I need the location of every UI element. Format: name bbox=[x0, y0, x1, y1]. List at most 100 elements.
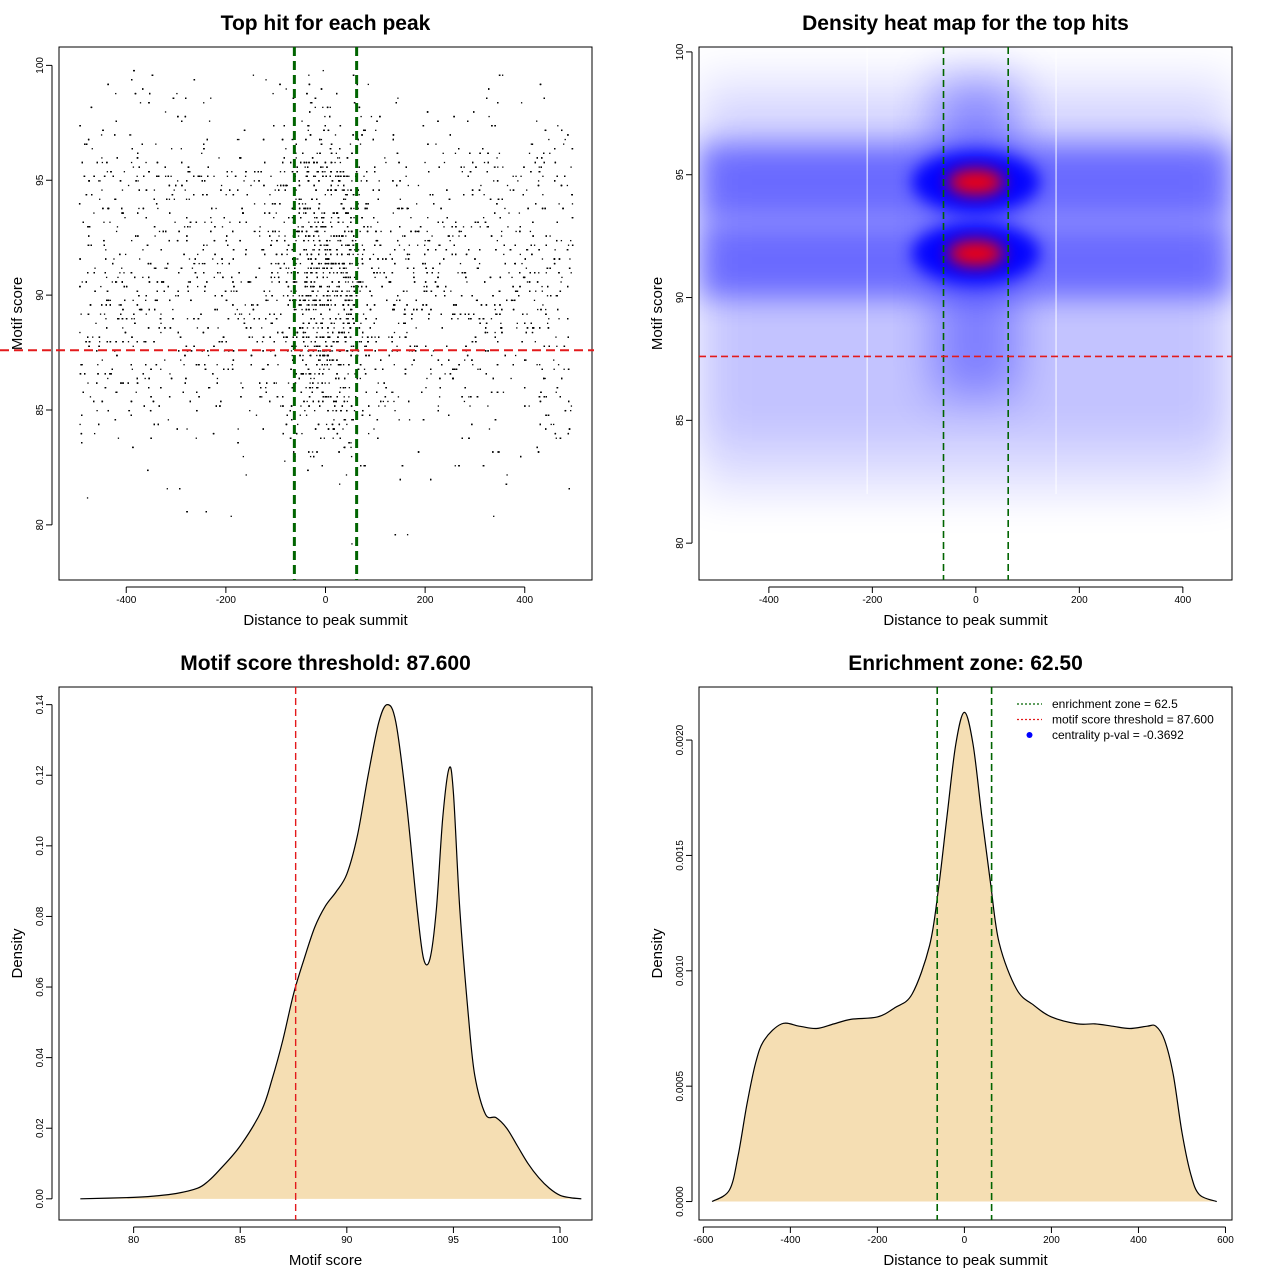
y-tick-label: 95 bbox=[35, 174, 46, 186]
scatter-point bbox=[327, 396, 329, 398]
scatter-point bbox=[402, 207, 404, 210]
scatter-point bbox=[525, 267, 528, 269]
scatter-point bbox=[345, 235, 347, 237]
scatter-point bbox=[121, 267, 123, 269]
scatter-point bbox=[552, 423, 555, 426]
scatter-point bbox=[122, 327, 124, 329]
scatter-point bbox=[271, 239, 273, 242]
scatter-point bbox=[348, 230, 350, 233]
scatter-point bbox=[100, 134, 103, 136]
scatter-point bbox=[466, 281, 468, 283]
scatter-point bbox=[343, 396, 345, 398]
scatter-point bbox=[121, 189, 124, 191]
scatter-point bbox=[443, 161, 446, 164]
scatter-point bbox=[309, 235, 311, 237]
scatter-point bbox=[255, 414, 258, 416]
scatter-point bbox=[300, 405, 302, 407]
scatter-point bbox=[525, 359, 527, 361]
scatter-point bbox=[360, 180, 362, 182]
y-tick-label: 85 bbox=[35, 404, 46, 416]
scatter-point bbox=[329, 295, 331, 297]
scatter-point bbox=[221, 262, 224, 265]
scatter-point bbox=[323, 368, 325, 370]
scatter-point bbox=[170, 148, 173, 150]
scatter-point bbox=[338, 157, 341, 159]
scatter-point bbox=[340, 331, 342, 334]
scatter-point bbox=[478, 262, 481, 265]
scatter-point bbox=[339, 387, 342, 389]
scatter-point bbox=[164, 359, 166, 361]
scatter-point bbox=[501, 230, 503, 233]
scatter-point bbox=[313, 267, 315, 269]
scatter-point bbox=[483, 194, 485, 196]
scatter-point bbox=[557, 364, 560, 366]
scatter-point bbox=[330, 194, 332, 196]
scatter-point bbox=[529, 230, 532, 233]
scatter-point bbox=[348, 290, 350, 292]
x-tick-label: -200 bbox=[216, 595, 236, 606]
scatter-point bbox=[328, 382, 330, 384]
x-tick-label: 400 bbox=[516, 595, 533, 606]
scatter-point bbox=[128, 409, 130, 412]
scatter-point bbox=[306, 295, 308, 297]
scatter-point bbox=[295, 308, 297, 311]
scatter-point bbox=[207, 354, 210, 357]
scatter-point bbox=[393, 331, 396, 334]
scatter-point bbox=[537, 308, 539, 311]
scatter-point bbox=[550, 423, 552, 426]
scatter-point bbox=[233, 290, 235, 292]
scatter-point bbox=[306, 304, 308, 306]
scatter-point bbox=[265, 79, 267, 81]
scatter-point bbox=[317, 382, 319, 384]
scatter-point bbox=[352, 281, 354, 283]
scatter-point bbox=[301, 308, 303, 311]
scatter-point bbox=[261, 341, 264, 343]
scatter-point bbox=[558, 318, 560, 320]
scatter-point bbox=[276, 184, 279, 187]
scatter-point bbox=[332, 212, 334, 214]
scatter-point bbox=[326, 304, 328, 306]
scatter-point bbox=[209, 387, 211, 389]
scatter-point bbox=[312, 249, 314, 251]
scatter-point bbox=[555, 437, 557, 439]
scatter-point bbox=[103, 313, 106, 315]
scatter-point bbox=[526, 313, 528, 315]
scatter-point bbox=[494, 331, 496, 334]
scatter-point bbox=[280, 405, 282, 407]
scatter-point bbox=[238, 313, 241, 315]
scatter-point bbox=[396, 207, 399, 210]
scatter-point bbox=[457, 318, 459, 320]
scatter-point bbox=[281, 331, 283, 334]
scatter-point bbox=[160, 313, 162, 315]
scatter-point bbox=[380, 230, 382, 233]
scatter-point bbox=[307, 129, 309, 132]
x-tick-label: 200 bbox=[417, 595, 434, 606]
scatter-point bbox=[374, 336, 376, 338]
scatter-point bbox=[548, 138, 550, 141]
scatter-point bbox=[514, 354, 517, 357]
scatter-point bbox=[542, 304, 544, 306]
scatter-point bbox=[570, 239, 572, 242]
scatter-point bbox=[81, 364, 83, 366]
scatter-point bbox=[425, 387, 427, 389]
scatter-point bbox=[545, 308, 547, 311]
scatter-point bbox=[443, 226, 445, 228]
scatter-point bbox=[541, 258, 544, 260]
scatter-point bbox=[305, 387, 307, 389]
scatter-point bbox=[319, 368, 321, 370]
scatter-point bbox=[276, 299, 278, 302]
scatter-point bbox=[426, 230, 428, 233]
scatter-point bbox=[310, 341, 312, 343]
scatter-point bbox=[217, 327, 219, 329]
scatter-point bbox=[324, 382, 326, 384]
scatter-point bbox=[312, 327, 315, 329]
scatter-point bbox=[345, 350, 348, 352]
scatter-point bbox=[378, 405, 380, 407]
scatter-point bbox=[348, 331, 350, 334]
scatter-point bbox=[352, 304, 354, 306]
scatter-point bbox=[346, 290, 348, 292]
scatter-point bbox=[309, 382, 311, 384]
scatter-point bbox=[344, 194, 347, 196]
scatter-point bbox=[344, 419, 347, 421]
scatter-point bbox=[353, 244, 355, 246]
